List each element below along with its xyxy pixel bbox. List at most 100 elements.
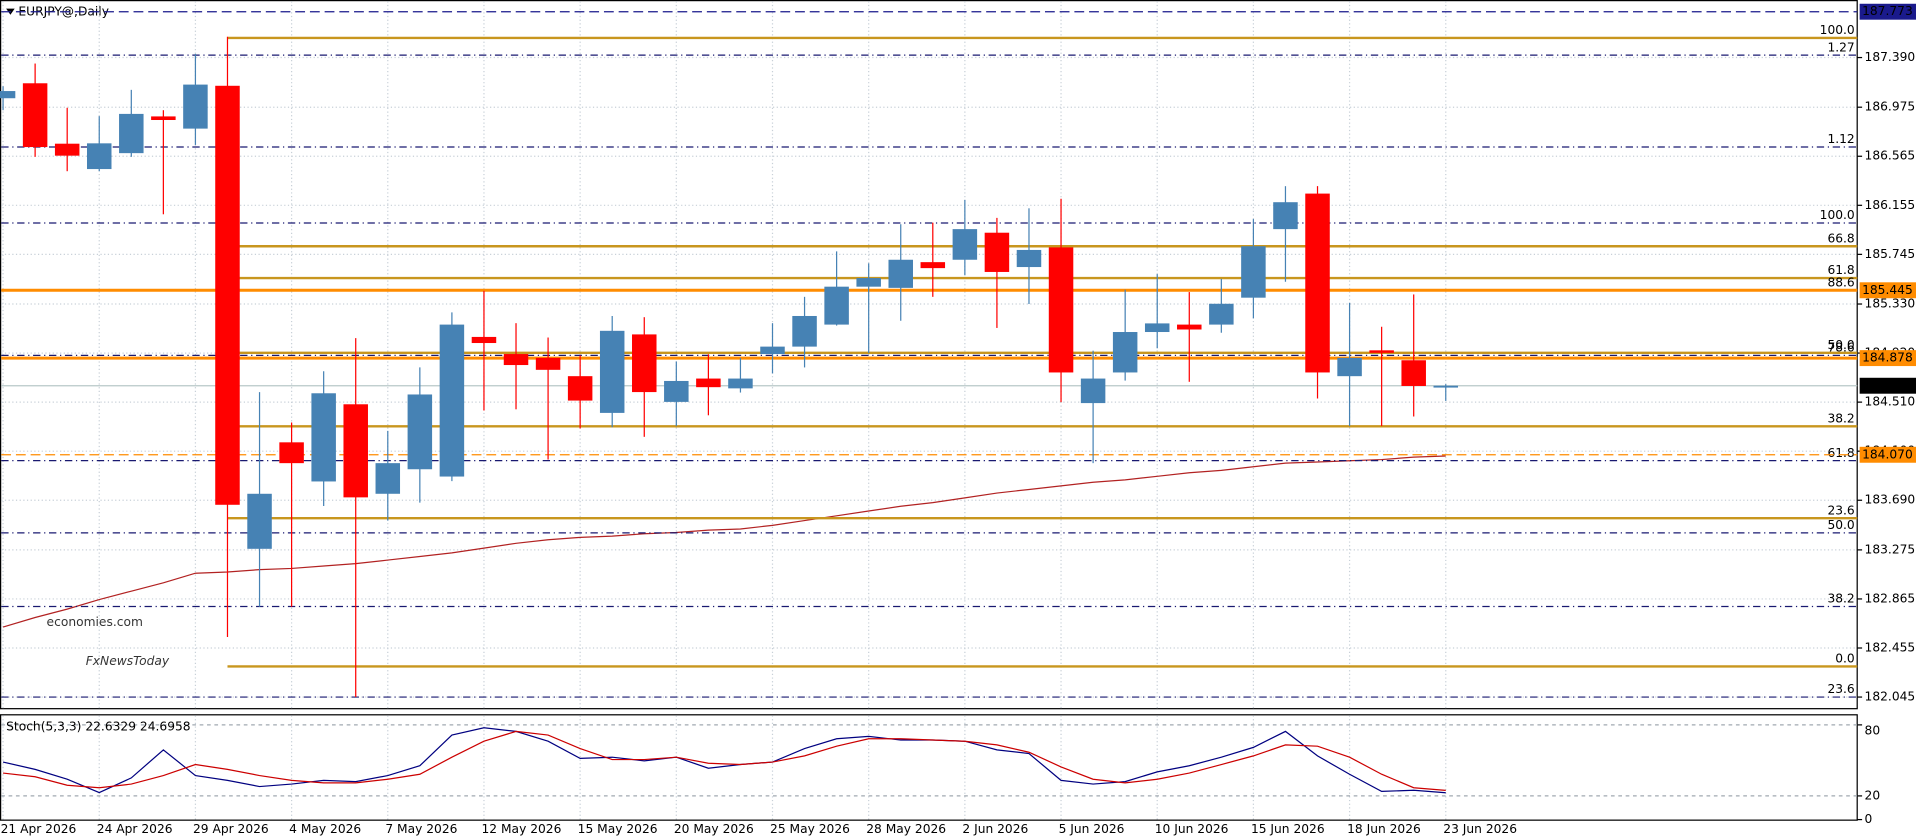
candle-body — [183, 84, 208, 129]
candle-body — [503, 354, 529, 366]
stoch-name: Stoch(5,3,3) — [6, 719, 81, 733]
candle-body — [1048, 247, 1074, 373]
y-tick-label: 186.155 — [1865, 198, 1916, 212]
candle-body — [407, 394, 433, 470]
candle-body — [952, 229, 978, 260]
y-tick-label: 186.565 — [1865, 149, 1916, 163]
price-marker-box — [1859, 377, 1916, 394]
x-tick-label: 24 Apr 2026 — [97, 822, 173, 836]
y-tick-label: 80 — [1865, 724, 1881, 738]
y-tick-label: 183.275 — [1865, 542, 1916, 556]
price-marker-box — [1859, 350, 1916, 367]
candle-body — [1016, 249, 1042, 268]
price-marker-label: 184.070 — [1862, 447, 1913, 461]
level-label: 50.0 — [1827, 518, 1854, 532]
y-tick-label: 182.455 — [1865, 641, 1916, 655]
y-tick-label: 182.865 — [1865, 591, 1916, 605]
y-tick-label: 184.510 — [1865, 395, 1916, 409]
candle-body — [1241, 246, 1266, 298]
candle-body — [632, 334, 657, 393]
level-label: 23.6 — [1827, 682, 1854, 696]
candle-body — [1112, 332, 1138, 373]
candle-body — [888, 259, 913, 288]
level-label: 66.8 — [1827, 231, 1854, 245]
level-label: 0.0 — [1835, 652, 1854, 666]
candle-body — [247, 493, 272, 549]
level-label: 88.6 — [1827, 276, 1854, 290]
candle-body — [119, 113, 144, 154]
stoch-frame — [0, 714, 1858, 821]
candle-body — [824, 286, 849, 325]
candle-body — [1144, 323, 1170, 333]
candle-body — [279, 442, 304, 464]
price-marker-label: 187.773 — [1862, 4, 1913, 18]
price-marker-label: 184.878 — [1862, 351, 1913, 365]
level-label: 38.2 — [1827, 411, 1854, 425]
y-tick-label: 185.330 — [1865, 297, 1916, 311]
main-frame — [0, 0, 1858, 710]
stoch-value: 24.6958 — [140, 719, 191, 733]
level-label: 23.6 — [1827, 503, 1854, 517]
level-label: 61.8 — [1827, 263, 1854, 277]
price-marker-box — [1859, 3, 1916, 20]
level-label: 100.0 — [1820, 208, 1855, 222]
candle-body — [1433, 385, 1459, 388]
candle-body — [856, 278, 881, 287]
x-tick-label: 5 Jun 2026 — [1059, 822, 1125, 836]
x-tick-label: 23 Jun 2026 — [1443, 822, 1517, 836]
stoch-label: Stoch(5,3,3) 22.6329 24.6958 — [6, 719, 190, 733]
x-tick-label: 10 Jun 2026 — [1155, 822, 1229, 836]
candle-body — [599, 330, 625, 413]
candle-body — [54, 143, 80, 156]
candle-body — [343, 404, 368, 498]
candle-body — [984, 232, 1010, 272]
candle-body — [1273, 202, 1298, 230]
x-tick-label: 7 May 2026 — [385, 822, 457, 836]
candle-body — [664, 380, 689, 402]
price-marker-box — [1859, 446, 1916, 463]
candle-body — [375, 463, 401, 494]
x-tick-label: 21 Apr 2026 — [1, 822, 77, 836]
candle-body — [1337, 357, 1362, 377]
price-marker-label: 184.647 — [1862, 378, 1913, 392]
candle-body — [1080, 378, 1106, 404]
watermark: FxNewsToday — [86, 654, 170, 668]
candle-body — [0, 91, 16, 99]
x-tick-label: 20 May 2026 — [674, 822, 754, 836]
x-tick-label: 18 Jun 2026 — [1347, 822, 1421, 836]
y-tick-label: 0 — [1865, 812, 1873, 826]
candle-body — [215, 85, 240, 505]
level-label: 38.2 — [1827, 592, 1854, 606]
stoch-value: 22.6329 — [85, 719, 136, 733]
x-tick-label: 12 May 2026 — [482, 822, 562, 836]
candle-body — [439, 324, 465, 477]
candle-body — [567, 376, 593, 401]
moving-average — [2, 455, 1446, 628]
level-label: 1.12 — [1827, 132, 1854, 146]
y-tick-label: 183.690 — [1865, 493, 1916, 507]
watermark: economies.com — [47, 615, 143, 629]
level-label: 50.0 — [1827, 338, 1854, 352]
x-tick-label: 25 May 2026 — [770, 822, 850, 836]
candle-body — [1369, 350, 1394, 353]
y-tick-label: 20 — [1865, 788, 1881, 802]
y-tick-label: 185.745 — [1865, 247, 1916, 261]
candle-body — [22, 83, 48, 148]
x-tick-label: 15 Jun 2026 — [1251, 822, 1325, 836]
x-tick-label: 28 May 2026 — [866, 822, 946, 836]
candle-body — [1305, 193, 1330, 373]
candle-body — [792, 315, 817, 347]
candle-body — [728, 378, 753, 389]
y-tick-label: 186.975 — [1865, 100, 1916, 114]
x-tick-label: 15 May 2026 — [578, 822, 658, 836]
price-marker-label: 185.445 — [1862, 283, 1913, 297]
candle-body — [1401, 360, 1426, 386]
candle-body — [311, 393, 336, 482]
candle-body — [696, 378, 721, 388]
x-tick-label: 4 May 2026 — [289, 822, 361, 836]
x-tick-label: 2 Jun 2026 — [962, 822, 1028, 836]
stoch-line — [2, 727, 1446, 794]
level-label: 1.27 — [1827, 40, 1854, 54]
